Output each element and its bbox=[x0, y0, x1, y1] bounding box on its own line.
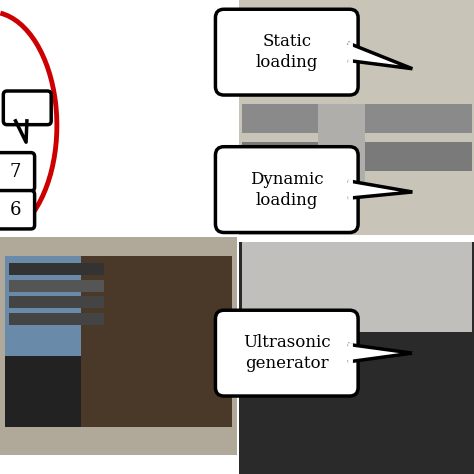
FancyBboxPatch shape bbox=[9, 313, 104, 325]
Polygon shape bbox=[350, 44, 412, 69]
Text: Ultrasonic
generator: Ultrasonic generator bbox=[243, 334, 330, 372]
FancyBboxPatch shape bbox=[215, 310, 358, 396]
FancyBboxPatch shape bbox=[242, 142, 472, 171]
FancyBboxPatch shape bbox=[3, 91, 51, 125]
FancyBboxPatch shape bbox=[299, 180, 327, 199]
FancyBboxPatch shape bbox=[9, 296, 104, 308]
Text: 7: 7 bbox=[10, 163, 21, 181]
Text: 6: 6 bbox=[9, 201, 21, 219]
FancyBboxPatch shape bbox=[5, 356, 118, 427]
FancyBboxPatch shape bbox=[0, 237, 237, 455]
FancyBboxPatch shape bbox=[9, 280, 104, 292]
FancyBboxPatch shape bbox=[215, 147, 358, 233]
Polygon shape bbox=[350, 181, 412, 198]
FancyBboxPatch shape bbox=[215, 9, 358, 95]
Text: Static
loading: Static loading bbox=[255, 33, 318, 71]
FancyBboxPatch shape bbox=[0, 191, 35, 229]
Polygon shape bbox=[16, 121, 27, 142]
Text: Dynamic
loading: Dynamic loading bbox=[250, 171, 324, 209]
FancyBboxPatch shape bbox=[242, 242, 472, 332]
FancyBboxPatch shape bbox=[239, 242, 474, 474]
FancyBboxPatch shape bbox=[318, 104, 365, 190]
FancyBboxPatch shape bbox=[242, 104, 472, 133]
FancyBboxPatch shape bbox=[239, 0, 474, 235]
FancyBboxPatch shape bbox=[0, 153, 35, 191]
Polygon shape bbox=[350, 345, 412, 362]
FancyBboxPatch shape bbox=[9, 263, 104, 275]
FancyBboxPatch shape bbox=[5, 256, 109, 360]
FancyBboxPatch shape bbox=[81, 256, 232, 427]
